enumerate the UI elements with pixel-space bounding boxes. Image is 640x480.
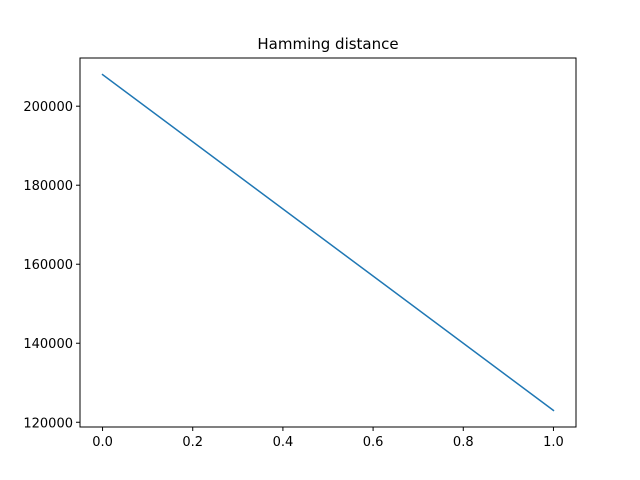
y-tick-label: 140000 [23, 337, 73, 352]
y-axis: 120000 140000 160000 180000 200000 [23, 100, 80, 431]
series-line-0 [101, 73, 555, 412]
x-axis: 0.0 0.2 0.4 0.6 0.8 1.0 [92, 427, 564, 450]
y-tick-label: 180000 [23, 179, 73, 194]
x-tick-label: 0.2 [182, 435, 203, 450]
y-tick-label: 200000 [23, 100, 73, 115]
x-tick-label: 0.4 [273, 435, 294, 450]
x-tick-label: 1.0 [543, 435, 564, 450]
y-tick-label: 120000 [23, 416, 73, 431]
y-tick-label: 160000 [23, 258, 73, 273]
x-tick-label: 0.8 [453, 435, 474, 450]
x-tick-label: 0.6 [363, 435, 384, 450]
axes-frame [79, 57, 577, 428]
x-tick-label: 0.0 [92, 435, 113, 450]
chart-title: Hamming distance [257, 35, 398, 53]
plot-area [101, 73, 555, 412]
